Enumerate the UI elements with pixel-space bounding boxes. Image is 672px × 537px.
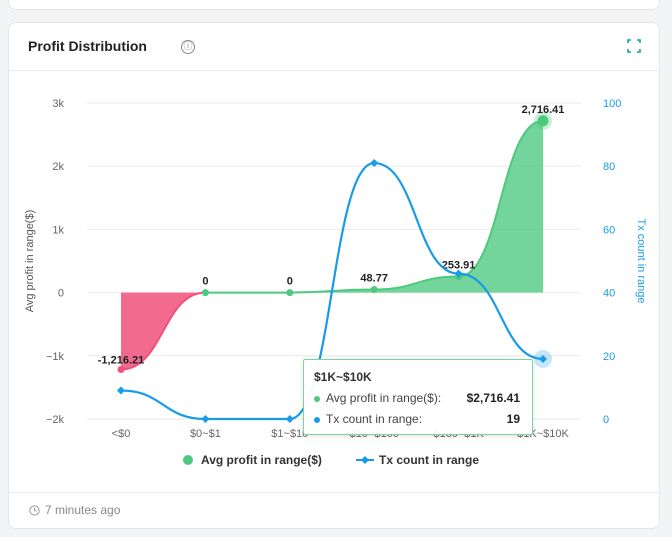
y-left-tick-label: 2k xyxy=(52,161,64,173)
y-left-tick-label: 0 xyxy=(58,288,64,300)
profit-data-label: 253.91 xyxy=(442,260,476,272)
tx-count-point xyxy=(539,354,547,363)
tooltip-row-profit: Avg profit in range($): $2,716.41 xyxy=(314,391,522,407)
profit-data-label: 0 xyxy=(287,276,293,288)
y-left-tick-label: −1k xyxy=(46,351,65,363)
footer: 7 minutes ago xyxy=(29,503,120,517)
footer-timestamp: 7 minutes ago xyxy=(45,503,121,517)
profit-data-label: -1,216.21 xyxy=(98,354,144,366)
profit-positive-line xyxy=(205,119,544,294)
x-tick-label: <$0 xyxy=(112,428,131,440)
legend-tx-marker xyxy=(361,456,369,464)
y-right-tick-label: 20 xyxy=(603,351,615,363)
profit-point xyxy=(201,289,209,297)
y-right-tick-label: 80 xyxy=(603,161,615,173)
profit-point xyxy=(117,365,125,373)
y-left-axis-title: Avg profit in range($) xyxy=(24,210,36,313)
profit-distribution-card: Profit Distribution ⓘ 3k 2k 1k 0 −1k −2k 100 80… xyxy=(8,22,660,529)
y-right-axis-title: Tx count in range xyxy=(635,219,647,304)
tooltip-count-dot xyxy=(314,417,320,423)
profit-data-label: 0 xyxy=(202,276,208,288)
profit-positive-area xyxy=(205,120,543,293)
legend-profit-label: Avg profit in range($) xyxy=(201,453,322,467)
profit-point xyxy=(286,289,294,297)
info-icon[interactable]: ⓘ xyxy=(181,40,195,54)
y-right-tick-label: 60 xyxy=(603,224,615,236)
tooltip-count-label: Tx count in range: xyxy=(326,412,423,426)
previous-card-edge xyxy=(8,0,660,10)
tooltip-profit-label: Avg profit in range($): xyxy=(326,391,442,405)
tx-count-point xyxy=(454,269,463,278)
footer-divider xyxy=(9,492,659,493)
x-tick-label: $1~$10 xyxy=(271,428,308,440)
tooltip-row-count: Tx count in range: 19 xyxy=(314,412,522,428)
legend-tx-label: Tx count in range xyxy=(379,453,479,467)
tx-count-point xyxy=(370,159,379,168)
header-divider xyxy=(9,70,659,71)
legend-profit-marker xyxy=(183,455,193,465)
y-left-tick-label: 3k xyxy=(52,98,64,110)
tx-count-point xyxy=(201,415,210,423)
tx-count-point xyxy=(285,415,294,423)
y-right-tick-label: 40 xyxy=(603,288,615,300)
y-left-tick-label: 1k xyxy=(52,224,64,236)
profit-data-label: 48.77 xyxy=(360,273,388,285)
profit-data-label: 2,716.41 xyxy=(522,104,565,116)
y-left-tick-label: −2k xyxy=(46,414,65,426)
chart-tooltip: $1K~$10K Avg profit in range($): $2,716.… xyxy=(303,359,533,435)
card-title: Profit Distribution xyxy=(28,38,147,54)
tooltip-count-value: 19 xyxy=(506,412,520,426)
tooltip-profit-dot xyxy=(314,396,320,402)
tooltip-profit-value: $2,716.41 xyxy=(466,391,520,405)
profit-point xyxy=(537,115,549,127)
tooltip-title: $1K~$10K xyxy=(314,370,372,384)
clock-icon xyxy=(29,505,40,516)
y-right-tick-label: 0 xyxy=(603,414,609,426)
expand-icon[interactable] xyxy=(627,39,641,53)
tx-count-point xyxy=(117,386,125,395)
x-tick-label: $0~$1 xyxy=(190,428,221,440)
profit-point xyxy=(370,286,378,294)
profit-negative-line xyxy=(120,291,206,371)
y-right-tick-label: 100 xyxy=(603,98,621,110)
